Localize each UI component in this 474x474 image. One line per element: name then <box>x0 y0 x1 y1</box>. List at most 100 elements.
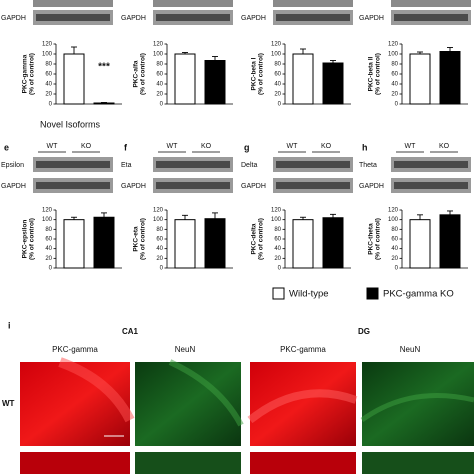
y-tick-label: 20 <box>274 256 281 262</box>
blot-band <box>36 14 110 21</box>
y-tick-label: 60 <box>274 72 281 78</box>
bar <box>63 53 85 105</box>
error-bar <box>71 46 77 54</box>
section-title: Novel Isoforms <box>40 119 101 129</box>
y-tick-label: 40 <box>45 246 52 252</box>
y-tick-label: 40 <box>391 82 398 88</box>
y-tick-label: 60 <box>391 237 398 243</box>
blot-label: Eta <box>121 162 132 169</box>
lane-label: KO <box>439 143 450 150</box>
y-tick-label: 60 <box>156 237 163 243</box>
error-bar <box>417 214 423 220</box>
image <box>250 362 356 446</box>
y-tick-label: 60 <box>45 72 52 78</box>
column-label: NeuN <box>175 345 196 354</box>
lane-label: WT <box>287 143 299 150</box>
blot-label: GAPDH <box>359 183 384 190</box>
blot-label: GAPDH <box>1 15 26 22</box>
y-tick-label: 0 <box>160 102 164 108</box>
blot-band <box>276 161 350 168</box>
error-bar <box>101 212 107 218</box>
y-axis-label: (% of control) <box>375 53 382 95</box>
y-tick-label: 100 <box>388 52 399 58</box>
y-tick-label: 0 <box>395 266 399 272</box>
y-tick-label: 40 <box>156 246 163 252</box>
y-tick-label: 60 <box>391 72 398 78</box>
blot-label: GAPDH <box>121 15 146 22</box>
column-label: PKC-gamma <box>280 345 326 354</box>
error-bar <box>330 60 336 63</box>
error-bar <box>447 47 453 52</box>
y-tick-label: 40 <box>391 246 398 252</box>
legend-swatch <box>366 287 379 300</box>
blot-label: Theta <box>359 162 377 169</box>
y-axis-label: PKC-beta II <box>368 56 375 91</box>
image <box>135 452 241 474</box>
y-axis-label: PKC-epsilon <box>22 220 29 259</box>
y-axis-label: (% of control) <box>258 218 265 260</box>
micrographs <box>20 357 474 474</box>
error-bar <box>101 102 107 103</box>
y-tick-label: 0 <box>49 266 53 272</box>
bar <box>174 53 196 105</box>
y-tick-label: 100 <box>153 217 164 223</box>
y-tick-label: 100 <box>153 52 164 58</box>
y-axis-label: PKC-eta <box>133 226 140 252</box>
bar <box>322 217 344 269</box>
blot-band <box>276 14 350 21</box>
blot-band <box>156 161 230 168</box>
row-label: WT <box>2 399 15 408</box>
bar <box>204 218 226 269</box>
error-bar <box>417 51 423 54</box>
panel-label: i <box>8 320 11 330</box>
y-tick-label: 120 <box>388 42 399 48</box>
blot-label: Delta <box>241 162 257 169</box>
y-tick-label: 80 <box>45 62 52 68</box>
bar <box>439 51 461 105</box>
y-axis-label: (% of control) <box>140 53 147 95</box>
error-bar <box>182 214 188 220</box>
y-axis-label: PKC-beta I <box>251 57 258 90</box>
y-tick-label: 60 <box>156 72 163 78</box>
y-tick-label: 120 <box>42 42 53 48</box>
y-tick-label: 120 <box>388 208 399 214</box>
y-tick-label: 120 <box>271 42 282 48</box>
y-tick-label: 100 <box>42 217 53 223</box>
blot-band <box>156 182 230 189</box>
y-tick-label: 20 <box>274 92 281 98</box>
y-tick-label: 20 <box>45 256 52 262</box>
image <box>20 452 130 474</box>
y-tick-label: 60 <box>274 237 281 243</box>
y-tick-label: 120 <box>153 42 164 48</box>
y-tick-label: 40 <box>274 246 281 252</box>
y-tick-label: 100 <box>271 217 282 223</box>
lane-label: KO <box>81 143 92 150</box>
bar <box>93 216 115 269</box>
y-tick-label: 120 <box>271 208 282 214</box>
y-tick-label: 120 <box>153 208 164 214</box>
error-bar <box>71 216 77 220</box>
y-tick-label: 80 <box>274 62 281 68</box>
y-axis-label: (% of control) <box>140 218 147 260</box>
error-bar <box>212 56 218 61</box>
blot-band <box>276 182 350 189</box>
region-label: CA1 <box>122 327 139 336</box>
y-axis-label: (% of control) <box>375 218 382 260</box>
bar <box>93 102 115 105</box>
bar <box>204 60 226 105</box>
blot-band <box>394 161 468 168</box>
panel-label: h <box>362 142 368 152</box>
bar <box>292 53 314 105</box>
y-tick-label: 20 <box>45 92 52 98</box>
y-tick-label: 80 <box>156 227 163 233</box>
error-bar <box>300 216 306 220</box>
blot-band <box>36 182 110 189</box>
y-tick-label: 0 <box>278 266 282 272</box>
blot-label: GAPDH <box>1 183 26 190</box>
panel-label: e <box>4 142 9 152</box>
panel-label: f <box>124 142 128 152</box>
column-label: PKC-gamma <box>52 345 98 354</box>
bar <box>174 219 196 269</box>
bar <box>409 53 431 105</box>
